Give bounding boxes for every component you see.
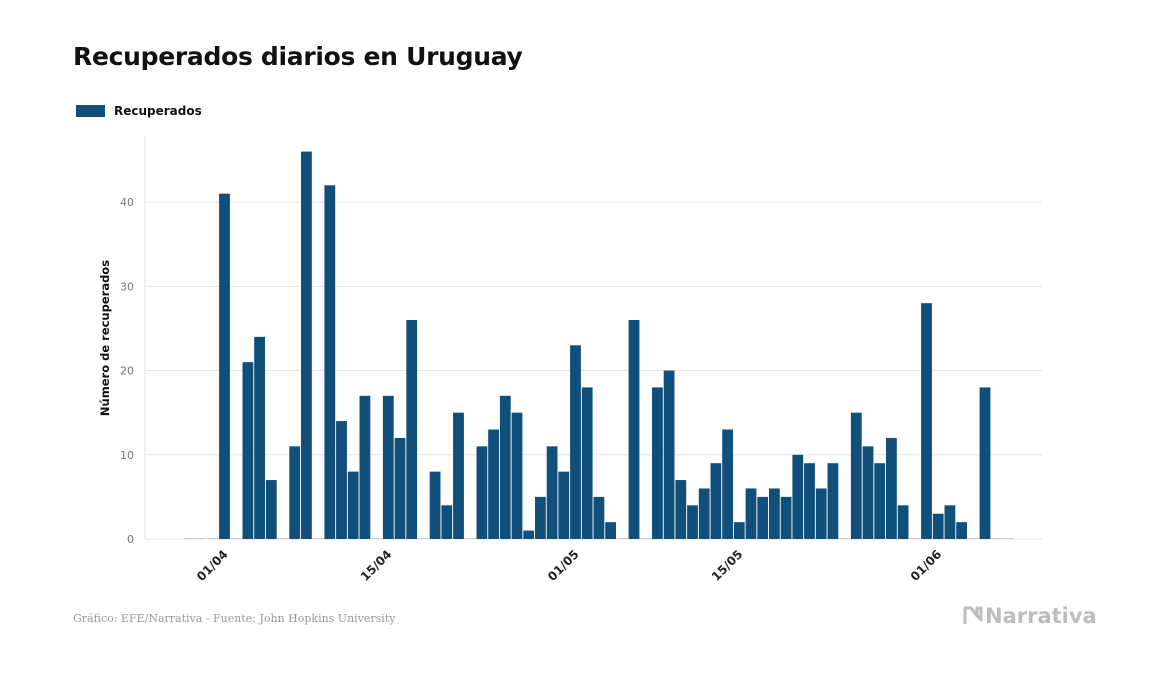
chart-title: Recuperados diarios en Uruguay (73, 42, 523, 71)
brand: Narrativa (963, 604, 1097, 628)
source-note: Gráfico: EFE/Narrativa - Fuente: John Ho… (73, 612, 396, 625)
bar (324, 185, 336, 539)
bar-zero (371, 538, 382, 539)
bar (441, 505, 453, 539)
bar (979, 387, 991, 539)
bar-zero (418, 538, 429, 539)
bar (476, 446, 488, 539)
gridlines (145, 201, 1042, 540)
bar-zero (991, 538, 1003, 539)
bar (593, 496, 605, 539)
x-tick-label: 01/05 (545, 547, 582, 584)
y-tick-label: 40 (120, 196, 134, 209)
bar (780, 496, 792, 539)
bar (628, 320, 640, 539)
bar-zero (230, 538, 242, 539)
bar (886, 437, 897, 539)
bar (745, 488, 757, 539)
bar (382, 395, 394, 539)
bar (956, 522, 967, 539)
x-tick-label: 01/04 (194, 547, 231, 584)
bar-zero (909, 538, 921, 539)
bar (289, 446, 301, 539)
bar (499, 395, 511, 539)
bar (687, 505, 698, 539)
bar (792, 454, 804, 539)
x-tick-label: 15/04 (358, 547, 395, 584)
bar (874, 463, 886, 539)
bar-zero (839, 538, 850, 539)
bar (733, 522, 745, 539)
bar (850, 412, 862, 539)
bar-zero (184, 538, 195, 539)
bar (546, 446, 558, 539)
bar (710, 463, 722, 539)
bar (254, 336, 265, 539)
x-tick-label: 01/06 (908, 547, 945, 584)
legend-label: Recuperados (114, 104, 202, 118)
bar (265, 480, 277, 539)
bar (570, 345, 581, 539)
bar-zero (312, 538, 324, 539)
bar (652, 387, 663, 539)
bar (605, 522, 616, 539)
bar (453, 412, 464, 539)
y-tick-label: 30 (120, 280, 134, 293)
bar (804, 463, 815, 539)
bars (184, 151, 1014, 540)
bar (429, 471, 441, 539)
narrativa-logo-icon (963, 606, 983, 624)
y-axis-title: Número de recuperados (98, 260, 112, 416)
bar (722, 429, 733, 539)
bar-zero (277, 538, 289, 539)
bar-zero (640, 538, 652, 539)
bar (406, 320, 418, 539)
bar (535, 496, 546, 539)
bar-zero (967, 538, 979, 539)
bar (558, 471, 570, 539)
y-tick-label: 10 (120, 449, 134, 462)
legend: Recuperados (76, 104, 202, 118)
bar (511, 412, 523, 539)
bar (897, 505, 909, 539)
x-tick-label: 15/05 (709, 547, 746, 584)
bar (523, 530, 535, 539)
brand-name: Narrativa (985, 604, 1097, 628)
bar (862, 446, 874, 539)
bar (827, 463, 839, 539)
legend-swatch (76, 105, 105, 117)
bar (359, 395, 371, 539)
bar (488, 429, 499, 539)
bar (757, 496, 769, 539)
bar (242, 362, 254, 539)
bar-zero (616, 538, 628, 539)
bar (663, 370, 675, 539)
bar (944, 505, 956, 539)
bar (347, 471, 359, 539)
bar (921, 303, 932, 539)
bar-zero (464, 538, 476, 539)
bar (932, 513, 944, 539)
y-tick-label: 20 (120, 365, 134, 378)
bar (698, 488, 710, 539)
bar (219, 193, 230, 539)
bar (769, 488, 780, 539)
y-tick-label: 0 (127, 533, 134, 546)
bar (394, 437, 406, 539)
bar (675, 480, 687, 539)
bar (301, 151, 312, 540)
bar (815, 488, 827, 539)
bar (581, 387, 593, 539)
bar-zero (207, 538, 219, 539)
bar-zero (195, 538, 207, 539)
bar (336, 421, 347, 539)
bar-zero (1003, 538, 1014, 539)
